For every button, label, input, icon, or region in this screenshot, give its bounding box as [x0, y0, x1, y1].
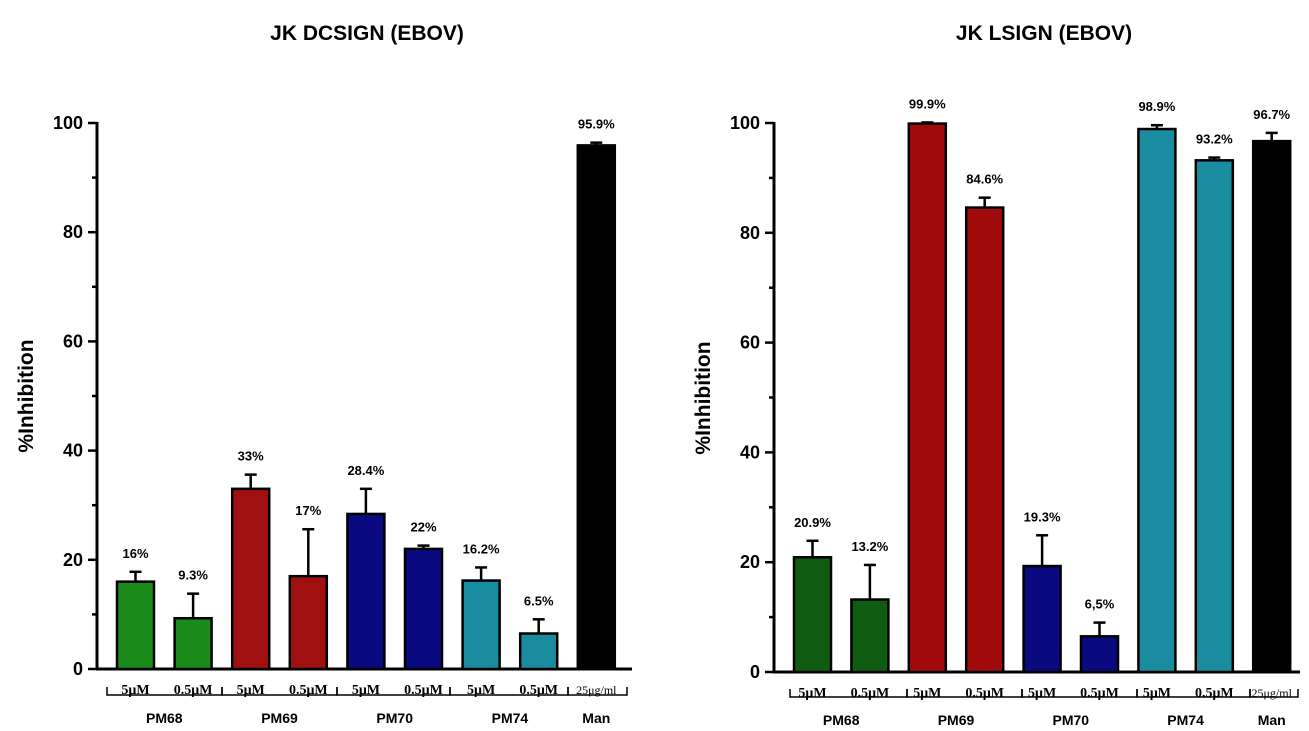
bar [1137, 127, 1177, 674]
data-label: 19.3% [1024, 509, 1061, 524]
data-label: 13.2% [851, 539, 888, 554]
bar [403, 547, 444, 671]
data-label: 96.7% [1253, 107, 1290, 122]
data-label: 20.9% [794, 515, 831, 530]
category-label: 0.5μM [851, 686, 890, 701]
data-label: 17% [295, 503, 321, 518]
data-label: 95.9% [578, 117, 615, 132]
y-tick-label: 40 [63, 441, 83, 461]
data-label: 99.9% [909, 96, 946, 111]
bar [1022, 564, 1062, 674]
data-label: 16.2% [463, 541, 500, 556]
bar [461, 579, 501, 671]
category-label: 0.5μM [965, 686, 1004, 701]
y-tick-label: 40 [740, 442, 760, 462]
group-label: Man [582, 710, 610, 726]
bar [792, 556, 833, 674]
group-label: PM68 [823, 712, 860, 728]
chart-panel-lsign: JK LSIGN (EBOV) %Inhibition 0 20 40 60 80 100 20… [692, 22, 1300, 728]
group-label: Man [1258, 712, 1286, 728]
chart-title: JK DCSIGN (EBOV) [270, 22, 464, 45]
group-label: PM68 [146, 710, 183, 726]
category-label: 5μM [1028, 686, 1056, 701]
category-label: 5μM [913, 686, 941, 701]
data-label: 33% [238, 449, 264, 464]
y-tick-label: 100 [53, 113, 83, 133]
bar [1194, 159, 1235, 674]
bar [230, 487, 271, 671]
category-label: 25μg/ml [1251, 686, 1292, 700]
chart-title: JK LSIGN (EBOV) [956, 22, 1132, 45]
group-label: PM70 [376, 710, 413, 726]
bar [518, 632, 559, 671]
y-tick-label: 80 [63, 222, 83, 242]
y-tick-label: 0 [73, 659, 83, 679]
data-label: 6.5% [524, 593, 554, 608]
bar [288, 574, 329, 671]
category-label: 25μg/ml [576, 683, 617, 697]
category-label: 5μM [1143, 686, 1171, 701]
bar [115, 580, 156, 671]
group-label: PM69 [938, 712, 975, 728]
y-tick-label: 80 [740, 223, 760, 243]
category-label: 0.5μM [1195, 686, 1234, 701]
data-label: 84.6% [966, 172, 1003, 187]
category-label: 5μM [798, 686, 826, 701]
group-bracket [1249, 689, 1299, 698]
data-label: 28.4% [347, 463, 384, 478]
y-axis-label: %Inhibition [692, 341, 715, 454]
y-tick-label: 0 [750, 662, 760, 682]
bar [964, 206, 1005, 674]
y-tick-label: 20 [63, 550, 83, 570]
bar [1079, 635, 1120, 674]
group-bracket [567, 687, 628, 696]
data-label: 6,5% [1085, 597, 1115, 612]
y-tick-label: 100 [730, 113, 760, 133]
bar [850, 598, 890, 674]
bar [346, 512, 386, 671]
bar [173, 616, 213, 671]
data-label: 98.9% [1138, 99, 1175, 114]
data-label: 9.3% [178, 568, 208, 583]
category-label: 0.5μM [1080, 686, 1119, 701]
y-tick-label: 60 [63, 331, 83, 351]
bar [576, 144, 617, 671]
group-label: PM70 [1053, 712, 1090, 728]
data-label: 22% [410, 520, 436, 535]
y-tick-label: 20 [740, 552, 760, 572]
bar [1251, 139, 1292, 674]
group-label: PM69 [261, 710, 298, 726]
group-label: PM74 [1167, 712, 1204, 728]
y-axis-label: %Inhibition [15, 339, 38, 452]
data-label: 93.2% [1196, 132, 1233, 147]
bar [907, 122, 948, 674]
chart-panel-dcsign: JK DCSIGN (EBOV) %Inhibition 0 20 40 60 80 100 1… [15, 22, 632, 726]
y-tick-label: 60 [740, 333, 760, 353]
data-label: 16% [122, 546, 148, 561]
group-label: PM74 [492, 710, 529, 726]
